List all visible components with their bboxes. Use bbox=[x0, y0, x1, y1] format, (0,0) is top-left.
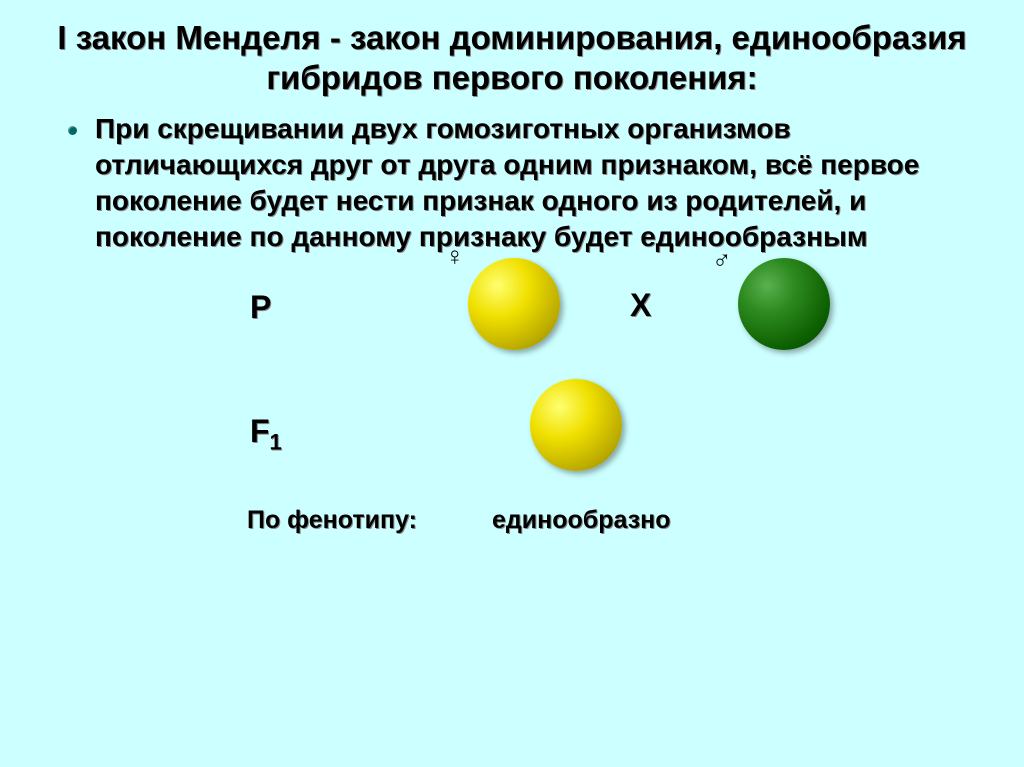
caption-right: единообразно bbox=[492, 506, 671, 535]
female-symbol-icon: ♀ bbox=[445, 241, 465, 272]
label-p: Р bbox=[250, 289, 271, 326]
bullet-icon bbox=[68, 126, 77, 135]
slide: I закон Менделя - закон доминирования, е… bbox=[0, 0, 1024, 767]
label-f1-sub: 1 bbox=[270, 429, 282, 454]
body-paragraph: При скрещивании двух гомозиготных органи… bbox=[95, 111, 984, 254]
bullet-item: При скрещивании двух гомозиготных органи… bbox=[40, 111, 984, 254]
caption-left: По фенотипу: bbox=[247, 506, 417, 535]
cross-symbol: Х bbox=[630, 287, 651, 324]
parent-yellow-circle bbox=[468, 258, 560, 350]
slide-title: I закон Менделя - закон доминирования, е… bbox=[40, 18, 984, 97]
diagram: Р F1 ♀ ♂ Х По фенотипу: единообразно bbox=[40, 261, 984, 551]
label-f1: F1 bbox=[250, 413, 282, 455]
male-symbol-icon: ♂ bbox=[712, 245, 732, 276]
f1-yellow-circle bbox=[530, 379, 622, 471]
parent-green-circle bbox=[738, 258, 830, 350]
label-f1-base: F bbox=[250, 413, 270, 449]
